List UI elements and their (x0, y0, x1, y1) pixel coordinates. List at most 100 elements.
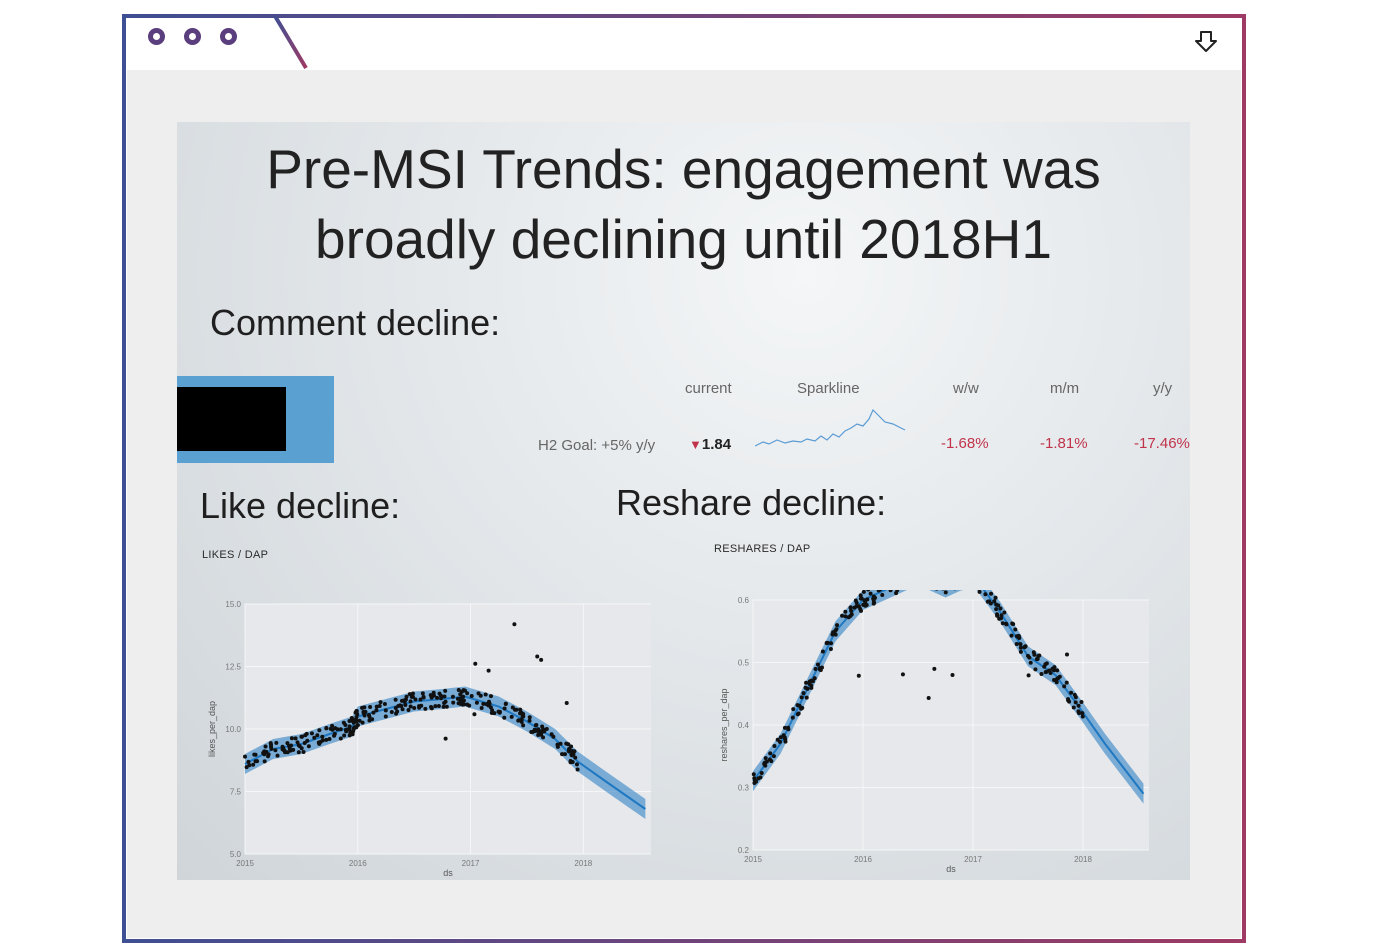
data-point (262, 759, 267, 764)
data-point (799, 695, 804, 700)
data-point (512, 622, 517, 627)
data-point (529, 730, 534, 735)
data-point (527, 718, 532, 723)
data-point (396, 703, 401, 708)
y-tick-label: 7.5 (230, 788, 242, 797)
window-dot-icon[interactable] (184, 28, 201, 45)
data-point (519, 717, 524, 722)
data-point (935, 590, 939, 591)
data-point (569, 744, 574, 749)
data-point (442, 694, 447, 699)
data-point (374, 708, 379, 713)
data-point (476, 691, 481, 696)
data-point (539, 657, 544, 662)
data-point (804, 680, 809, 685)
data-point (568, 760, 573, 765)
data-point (818, 668, 823, 673)
data-point (273, 748, 278, 753)
data-point (941, 590, 945, 591)
data-point (335, 727, 340, 732)
window-controls (148, 28, 237, 45)
table-header-yy: y/y (1153, 380, 1173, 397)
data-point (805, 686, 810, 691)
window-dot-icon[interactable] (220, 28, 237, 45)
data-point (1062, 684, 1067, 689)
data-point (1055, 676, 1060, 681)
data-point (251, 762, 256, 767)
data-point (861, 590, 866, 594)
data-point (443, 688, 448, 693)
data-point (777, 739, 782, 744)
data-point (943, 590, 948, 595)
data-point (880, 593, 885, 598)
data-point (1080, 714, 1085, 719)
data-point (1039, 671, 1044, 676)
data-point (813, 666, 818, 671)
x-axis-label: ds (443, 868, 453, 878)
data-point (412, 705, 417, 710)
data-point (868, 591, 873, 596)
table-header-mm: m/m (1050, 380, 1080, 397)
data-point (994, 607, 999, 612)
data-point (441, 704, 446, 709)
redaction-block (177, 387, 286, 451)
data-point (863, 603, 868, 608)
data-point (1032, 652, 1037, 657)
data-point (342, 733, 347, 738)
data-point (299, 734, 304, 739)
data-point (999, 613, 1004, 618)
download-button[interactable] (1192, 28, 1220, 56)
data-point (450, 694, 455, 699)
data-point (318, 739, 323, 744)
data-point (368, 705, 373, 710)
data-point (420, 691, 425, 696)
data-point (835, 623, 840, 628)
data-point (1077, 711, 1082, 716)
data-point (1047, 668, 1052, 673)
data-point (566, 747, 571, 752)
data-point (473, 661, 478, 666)
data-point (347, 724, 352, 729)
data-point (451, 700, 456, 705)
mm-value: -1.81% (1040, 435, 1088, 452)
data-point (293, 736, 298, 741)
data-point (772, 744, 777, 749)
data-point (1002, 610, 1007, 615)
data-point (796, 711, 801, 716)
data-point (350, 732, 355, 737)
data-point (301, 749, 306, 754)
data-point (400, 707, 405, 712)
data-point (782, 725, 787, 730)
data-point (801, 691, 806, 696)
data-point (1004, 622, 1009, 627)
data-point (347, 719, 352, 724)
data-point (330, 723, 335, 728)
data-point (509, 714, 514, 719)
data-point (983, 592, 988, 597)
data-point (988, 601, 993, 606)
data-point (324, 737, 329, 742)
data-point (502, 706, 507, 711)
data-point (810, 679, 815, 684)
data-point (858, 593, 863, 598)
data-point (866, 590, 871, 592)
data-point (518, 707, 523, 712)
x-tick-label: 2017 (462, 859, 480, 868)
data-point (762, 761, 767, 766)
data-point (1072, 692, 1077, 697)
data-point (829, 641, 834, 646)
like-heading: Like decline: (200, 485, 401, 526)
data-point (421, 694, 426, 699)
chart-svg: 0.2 0.3 0.4 0.5 0.6 2015 2016 2017 2018 ds reshare… (719, 590, 1149, 874)
table-header-sparkline: Sparkline (797, 380, 860, 397)
chart-svg: 5.0 7.5 10.0 12.5 15.0 2015 2016 2017 2018 ds like… (207, 600, 651, 878)
data-point (353, 719, 358, 724)
window-dot-icon[interactable] (148, 28, 165, 45)
data-point (354, 715, 359, 720)
comment-heading: Comment decline: (210, 302, 501, 343)
data-point (389, 710, 394, 715)
data-point (828, 647, 833, 652)
reshares-chart: 0.2 0.3 0.4 0.5 0.6 2015 2016 2017 2018 ds reshare… (717, 590, 1167, 880)
data-point (566, 742, 571, 747)
data-point (843, 614, 848, 619)
